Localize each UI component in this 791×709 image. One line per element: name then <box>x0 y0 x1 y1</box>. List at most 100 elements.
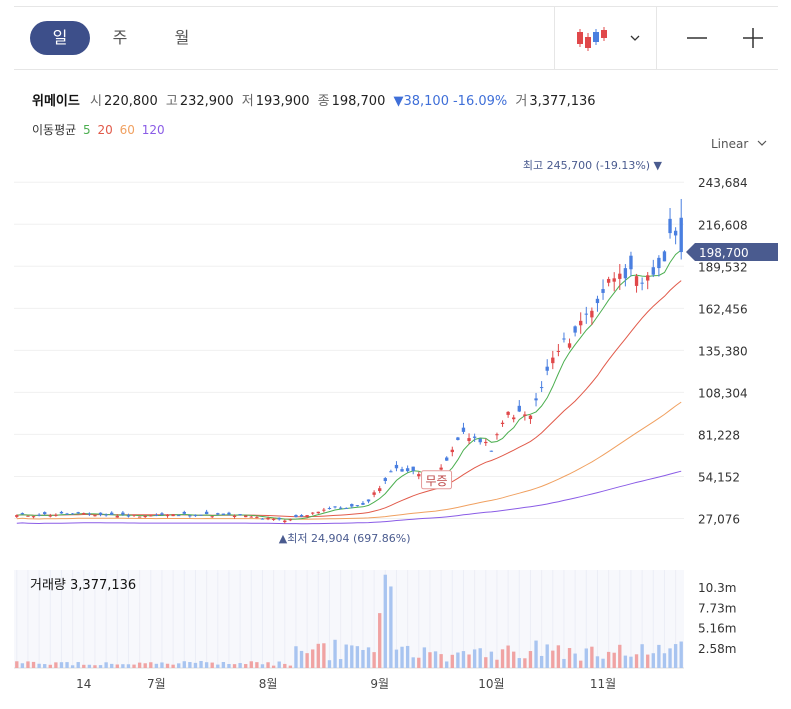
volume-bar <box>121 664 125 668</box>
volume-bar <box>249 661 253 668</box>
volume-bar <box>534 640 538 668</box>
candle-body <box>523 414 527 416</box>
volume-bar <box>489 651 494 668</box>
volume-bar <box>657 644 661 668</box>
volume-bar <box>333 639 337 668</box>
event-marker <box>421 470 453 490</box>
ma-5-line <box>16 249 682 520</box>
candle-body <box>54 514 58 516</box>
candle-body <box>115 515 119 518</box>
ma-20[interactable]: 20 <box>97 123 113 137</box>
volume-tick-label: 2.58m <box>698 642 736 656</box>
volume-title-value: 3,377,136 <box>70 578 137 593</box>
volume-bar <box>517 658 521 668</box>
low-annotation: ▲최저 24,904 (697.86%) <box>279 532 411 545</box>
ma-5[interactable]: 5 <box>83 123 91 137</box>
tab-week[interactable]: 주 <box>112 28 128 47</box>
candle-body <box>338 507 343 509</box>
volume-bar <box>126 664 131 668</box>
candle-body <box>668 218 672 234</box>
candle-body <box>584 313 588 315</box>
candle-body <box>165 514 170 517</box>
current-price-tag <box>686 243 778 262</box>
volume-bar <box>422 647 427 668</box>
volume-bar <box>160 662 164 668</box>
ma-60[interactable]: 60 <box>119 123 135 137</box>
volume-bar <box>433 651 438 668</box>
volume-bar <box>411 657 415 668</box>
volume-bar <box>640 644 644 668</box>
volume-bar <box>338 659 343 668</box>
volume-bar <box>132 664 136 668</box>
candle-body <box>59 511 64 514</box>
candle-body <box>260 518 265 520</box>
candle-body <box>545 366 549 371</box>
candle-body <box>132 514 136 516</box>
volume-bar <box>204 662 209 668</box>
candle-body <box>394 464 399 469</box>
scale-selector[interactable]: Linear <box>711 137 768 151</box>
volume-bar <box>271 665 276 668</box>
zoom-in-button[interactable] <box>740 23 766 53</box>
volume-bar <box>612 652 616 668</box>
open-value: 220,800 <box>103 94 158 109</box>
volume-bar <box>394 649 399 668</box>
volume-bar <box>199 660 203 668</box>
tab-day[interactable]: 일 <box>30 21 90 55</box>
candle-body <box>456 437 460 441</box>
candle-body <box>104 514 108 516</box>
y-tick-label: 54,152 <box>698 470 740 484</box>
candle-body <box>232 515 237 518</box>
candle-body <box>37 514 41 516</box>
volume-bar <box>629 656 633 668</box>
volume-bar <box>165 663 170 668</box>
candle-body <box>411 466 415 471</box>
volume-bar <box>646 654 650 668</box>
candle-body <box>350 504 354 507</box>
candle-body <box>517 405 521 412</box>
candle-body <box>500 422 505 424</box>
high-label: 고 <box>165 94 178 109</box>
volume-bar <box>389 586 393 668</box>
volume-bar <box>311 649 315 668</box>
volume-bar <box>472 649 477 668</box>
volume-bar <box>344 644 348 668</box>
chart-type-button[interactable] <box>574 23 654 53</box>
candle-body <box>657 257 661 269</box>
volume-bar <box>500 649 505 668</box>
zoom-out-button[interactable] <box>684 23 710 53</box>
candle-body <box>405 468 410 472</box>
candle-body <box>110 512 114 515</box>
candle-body <box>249 516 253 518</box>
candle-body <box>221 513 226 515</box>
candle-body <box>277 517 281 520</box>
y-tick-label: 27,076 <box>698 512 740 526</box>
volume-bar <box>210 662 214 668</box>
volume-bar <box>177 663 181 668</box>
volume-bar <box>182 661 186 668</box>
volume-bar <box>668 648 672 668</box>
volume-bar <box>461 651 466 668</box>
candle-body <box>623 268 628 279</box>
ma-120[interactable]: 120 <box>141 123 165 137</box>
volume-bar <box>98 665 103 668</box>
minus-icon <box>687 37 707 39</box>
volume-bar <box>48 664 52 668</box>
volume-tick-label: 5.16m <box>698 622 736 636</box>
volume-bar <box>350 645 354 668</box>
candle-body <box>361 502 365 505</box>
volume-bar <box>445 661 449 668</box>
tab-month[interactable]: 월 <box>174 28 190 47</box>
x-tick-label: 14 <box>76 677 91 691</box>
volume-bar <box>82 664 86 668</box>
candle-body <box>154 514 159 516</box>
candle-body <box>651 267 655 275</box>
toolbar-divider <box>554 7 555 69</box>
candle-body <box>445 457 449 461</box>
volume-bar <box>355 646 360 668</box>
candle-body <box>294 514 298 517</box>
volume-bar <box>579 660 583 668</box>
candle-body <box>389 471 393 473</box>
volume-bar <box>54 662 58 668</box>
